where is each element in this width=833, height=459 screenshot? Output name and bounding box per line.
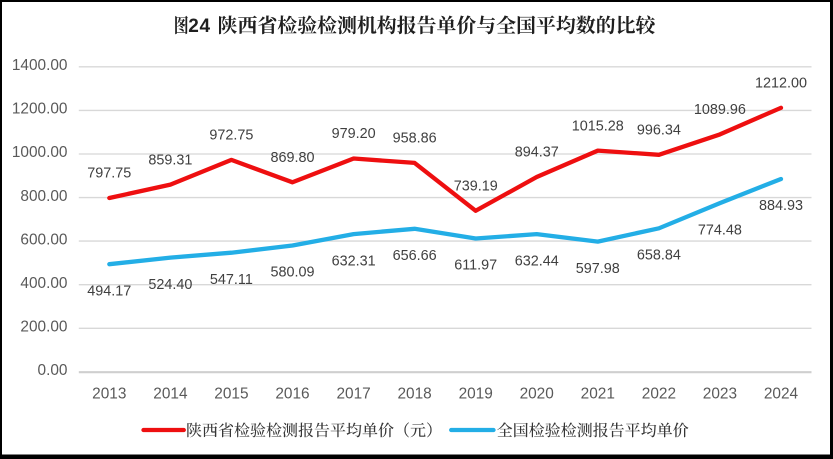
svg-text:2014: 2014 <box>153 385 188 402</box>
svg-text:2020: 2020 <box>520 385 554 402</box>
svg-text:800.00: 800.00 <box>20 188 67 205</box>
svg-text:1200.00: 1200.00 <box>12 101 68 118</box>
svg-text:2024: 2024 <box>764 385 799 402</box>
svg-text:884.93: 884.93 <box>759 198 803 214</box>
svg-text:632.31: 632.31 <box>332 253 376 269</box>
svg-text:972.75: 972.75 <box>209 128 253 144</box>
svg-text:597.98: 597.98 <box>576 261 620 277</box>
svg-text:894.37: 894.37 <box>515 145 559 161</box>
svg-text:2021: 2021 <box>581 385 615 402</box>
svg-text:774.48: 774.48 <box>698 222 742 238</box>
svg-text:632.44: 632.44 <box>515 253 559 269</box>
svg-text:494.17: 494.17 <box>87 283 131 299</box>
svg-text:580.09: 580.09 <box>270 265 314 281</box>
svg-text:2018: 2018 <box>397 385 431 402</box>
svg-text:656.66: 656.66 <box>393 248 437 264</box>
svg-text:2016: 2016 <box>275 385 309 402</box>
svg-text:958.86: 958.86 <box>393 131 437 147</box>
svg-text:1212.00: 1212.00 <box>755 76 807 92</box>
svg-text:547.11: 547.11 <box>210 272 253 288</box>
svg-text:24: 24 <box>188 16 211 37</box>
svg-text:524.40: 524.40 <box>148 277 192 293</box>
svg-text:2022: 2022 <box>642 385 676 402</box>
svg-text:611.97: 611.97 <box>454 258 497 274</box>
svg-text:1015.28: 1015.28 <box>572 118 624 134</box>
svg-text:2017: 2017 <box>336 385 370 402</box>
svg-text:2023: 2023 <box>703 385 737 402</box>
svg-text:1400.00: 1400.00 <box>12 57 68 74</box>
svg-text:797.75: 797.75 <box>87 166 131 182</box>
svg-text:869.80: 869.80 <box>270 150 314 166</box>
svg-text:200.00: 200.00 <box>20 319 67 336</box>
svg-text:0.00: 0.00 <box>38 362 68 379</box>
svg-text:739.19: 739.19 <box>454 179 498 195</box>
svg-text:658.84: 658.84 <box>637 248 681 264</box>
svg-text:859.31: 859.31 <box>148 152 192 168</box>
svg-text:400.00: 400.00 <box>20 275 67 292</box>
svg-text:2013: 2013 <box>92 385 126 402</box>
svg-text:600.00: 600.00 <box>20 231 67 248</box>
svg-text:2019: 2019 <box>459 385 493 402</box>
svg-text:1000.00: 1000.00 <box>12 144 68 161</box>
svg-text:2015: 2015 <box>214 385 248 402</box>
svg-text:1089.96: 1089.96 <box>694 102 746 118</box>
svg-text:996.34: 996.34 <box>637 123 681 139</box>
svg-text:979.20: 979.20 <box>332 126 376 142</box>
